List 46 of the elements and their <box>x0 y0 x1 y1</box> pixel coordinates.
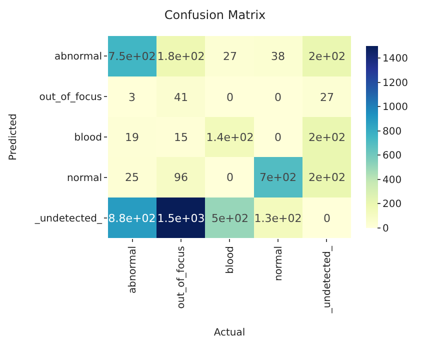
color-bar-label: 800 <box>382 126 402 138</box>
data-label: 0 <box>226 90 234 104</box>
data-label: 2e+02 <box>308 170 346 184</box>
data-label: 7.5e+02 <box>108 50 156 63</box>
color-bar-label: 200 <box>382 199 402 210</box>
data-label: 1.8e+02 <box>157 50 205 63</box>
data-label: 27 <box>223 50 237 63</box>
data-label: 19 <box>125 130 139 144</box>
x-tick-label: blood <box>224 246 236 274</box>
data-label: 25 <box>125 170 139 184</box>
x-tick-label: abnormal <box>128 246 139 294</box>
data-label: 8.8e+02 <box>108 212 156 225</box>
y-tick-label: blood <box>74 132 102 144</box>
data-label: 0 <box>274 90 282 104</box>
data-label: 41 <box>174 90 188 104</box>
data-label: 0 <box>324 212 330 225</box>
data-label: 0 <box>226 170 234 184</box>
data-label: 7e+02 <box>260 170 296 184</box>
data-label: 1.5e+03 <box>157 212 205 225</box>
chart-title: Confusion Matrix <box>164 8 266 22</box>
data-label: 15 <box>174 130 188 144</box>
data-label: 1.4e+02 <box>206 130 254 144</box>
data-label: 38 <box>271 50 285 63</box>
y-axis-title: Predicted <box>8 114 19 160</box>
color-bar-label: 0 <box>382 224 389 234</box>
data-label: 27 <box>320 90 334 104</box>
color-bar-label: 1400 <box>382 54 408 65</box>
data-label: 5e+02 <box>212 212 248 225</box>
x-axis-title: Actual <box>214 328 246 339</box>
data-label: 2e+02 <box>308 50 346 63</box>
y-tick-label: normal <box>66 172 102 184</box>
y-tick-label: _undetected_ <box>34 213 103 224</box>
x-tick-label: _undetected_ <box>322 245 333 314</box>
data-label: 96 <box>174 170 188 184</box>
color-bar-label: 600 <box>382 150 402 162</box>
y-tick-label: abnormal <box>54 52 102 63</box>
x-tick-label: out_of_focus <box>176 246 188 309</box>
color-bar-label: 400 <box>382 174 402 186</box>
data-label: 2e+02 <box>308 130 346 144</box>
color-bar-label: 1200 <box>382 78 408 89</box>
data-label: 0 <box>274 130 282 144</box>
x-tick-label: normal <box>273 246 284 282</box>
data-label: 3 <box>128 90 136 104</box>
data-label: 1.3e+02 <box>254 212 302 225</box>
color-bar-label: 1000 <box>382 102 408 114</box>
y-tick-label: out_of_focus <box>39 92 102 104</box>
